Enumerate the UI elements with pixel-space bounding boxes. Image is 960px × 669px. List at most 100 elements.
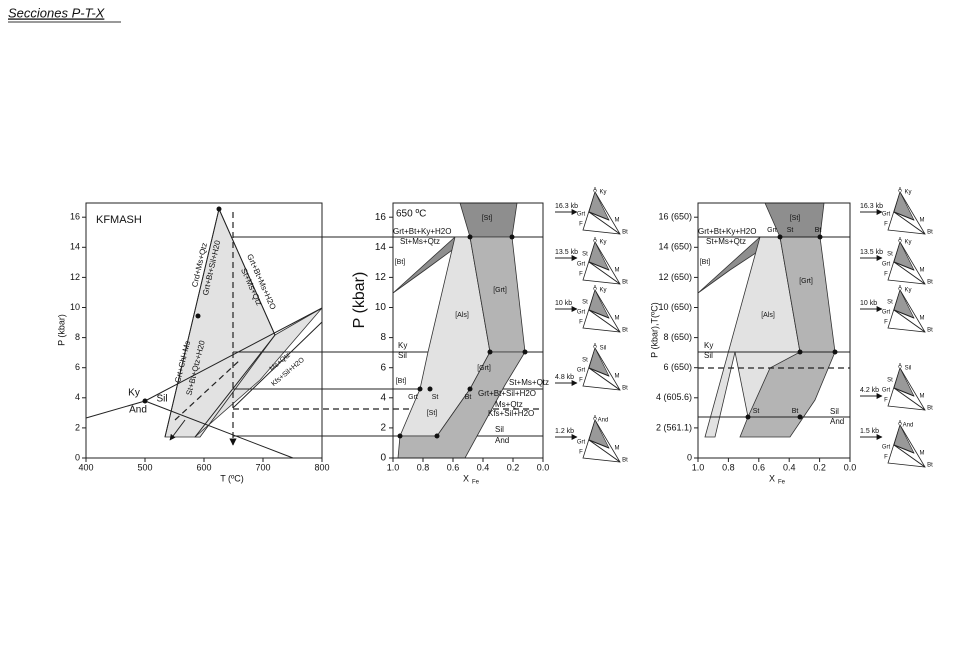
point	[797, 414, 803, 420]
pressure-label: 16.3 kb	[860, 203, 883, 210]
label: St	[582, 300, 588, 306]
panel-name: KFMASH	[96, 214, 142, 226]
y-tick-label: 4 (605.6)	[656, 392, 692, 402]
label: F	[579, 450, 583, 456]
label: Ky	[599, 190, 606, 196]
label: Bt	[927, 328, 933, 334]
label: Grt	[882, 445, 891, 451]
pressure-label: 16.3 kb	[555, 203, 578, 210]
y-tick-label: 12	[375, 272, 387, 283]
label: A	[593, 344, 597, 350]
label: F	[884, 320, 888, 326]
label: Bt	[465, 394, 472, 401]
label: Bt	[622, 458, 628, 464]
label: Sil	[156, 394, 167, 405]
point	[522, 349, 528, 355]
label: Ky	[599, 240, 606, 246]
label: F	[884, 272, 888, 278]
label: Ky	[128, 388, 140, 399]
field	[739, 351, 836, 438]
y-tick-label: 16	[70, 212, 80, 222]
point	[832, 349, 838, 355]
label: M	[615, 446, 620, 452]
label: Grt	[882, 388, 891, 394]
label: Ky	[398, 341, 407, 350]
label: St	[753, 408, 760, 415]
label: F	[884, 222, 888, 228]
tie-line	[893, 444, 915, 454]
tie-line	[588, 309, 610, 319]
label: Grt	[577, 440, 586, 446]
label: Ky	[904, 190, 911, 196]
label: A	[593, 238, 597, 244]
label: Grt+Bt+Ky+H2O	[393, 227, 451, 236]
boundary	[85, 400, 146, 419]
y-tick-label: 16 (650)	[658, 212, 692, 222]
label: A	[898, 364, 902, 370]
label: And	[495, 436, 509, 445]
label: Grt	[577, 262, 586, 268]
point	[487, 349, 493, 355]
boundary	[218, 208, 276, 336]
point	[777, 234, 783, 240]
x-tick-label: 1.0	[387, 462, 400, 472]
label: Grt	[577, 212, 586, 218]
y-tick-label: 4	[380, 392, 386, 403]
x-tick-label: 0.6	[753, 462, 766, 472]
label: Bt	[927, 463, 933, 469]
point	[397, 433, 403, 439]
tie-line	[588, 211, 610, 221]
label: And	[830, 417, 844, 426]
x-axis-subscript: Fe	[778, 480, 786, 486]
label: And	[598, 418, 609, 424]
point	[434, 433, 440, 439]
y-axis-title: P (kbar),T(ºC)	[649, 302, 659, 358]
point	[427, 386, 433, 392]
x-tick-label: 0.0	[844, 462, 857, 472]
pressure-label: 4.2 kb	[860, 387, 879, 394]
label: M	[615, 218, 620, 224]
label: F	[579, 378, 583, 384]
label: F	[884, 398, 888, 404]
y-tick-label: 8	[380, 332, 386, 343]
label: M	[615, 268, 620, 274]
label: St+Ms+Qtz	[706, 237, 746, 246]
tie-line	[893, 211, 915, 221]
y-tick-label: 10	[70, 302, 80, 312]
tie-line	[893, 309, 926, 333]
label: Grt	[882, 212, 891, 218]
x-tick-label: 600	[196, 462, 211, 472]
label: A	[593, 416, 597, 422]
label: Bt	[815, 227, 822, 234]
label: [Als]	[455, 312, 469, 319]
y-tick-label: 2 (561.1)	[656, 422, 692, 432]
label: Bt	[622, 328, 628, 334]
label: [Grt]	[799, 278, 813, 285]
label: Sil	[398, 351, 407, 360]
label: A	[898, 286, 902, 292]
label: [St]	[427, 410, 438, 417]
point	[817, 234, 823, 240]
tie-line	[588, 309, 621, 333]
boundary	[232, 321, 323, 409]
label: St+Ms+Qtz	[400, 237, 440, 246]
label: Ky	[904, 288, 911, 294]
label: Ky	[704, 341, 713, 350]
y-tick-label: 8	[75, 332, 80, 342]
point	[417, 386, 423, 392]
label: [Als]	[761, 312, 775, 319]
boundary	[174, 359, 241, 421]
tie-line	[588, 367, 621, 391]
label: F	[884, 455, 888, 461]
y-tick-label: 6	[380, 362, 386, 373]
label: Grt	[882, 310, 891, 316]
boundary	[144, 400, 294, 459]
pt-diagram	[85, 202, 323, 459]
x-tick-label: 0.0	[537, 462, 550, 472]
label: Kfs+Sil+H2O	[488, 409, 534, 418]
tie-line	[588, 439, 621, 463]
label: Sil	[600, 346, 607, 352]
axes-frame	[697, 202, 851, 459]
y-axis-title: P (kbar)	[351, 272, 368, 329]
x-tick-label: 0.6	[447, 462, 460, 472]
